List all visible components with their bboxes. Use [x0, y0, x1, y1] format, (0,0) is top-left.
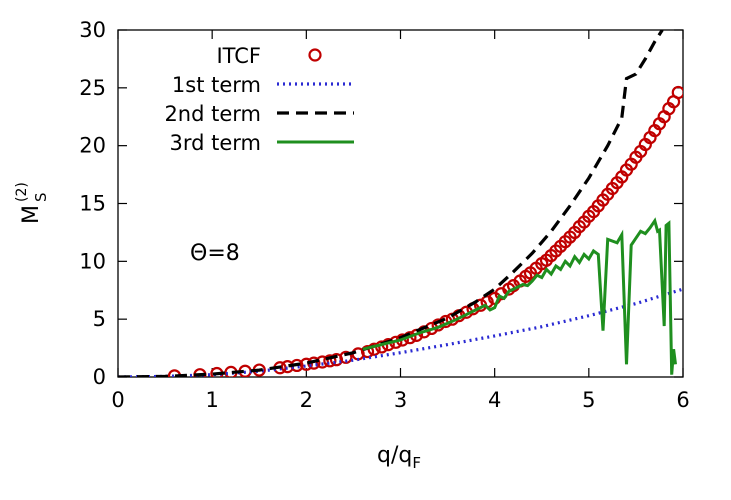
x-tick-label: 2	[300, 388, 313, 412]
data-point-itcf	[671, 85, 683, 100]
legend-label: 2nd term	[164, 102, 261, 126]
x-tick-label: 3	[394, 388, 407, 412]
y-tick-label: 25	[79, 76, 106, 100]
axis-ticks: 0 1 2 3 4 5 6 0 5 10 15 20 25 30	[79, 18, 689, 412]
y-tick-label: 15	[79, 192, 106, 216]
x-tick-label: 6	[676, 388, 689, 412]
legend-marker-itcf	[308, 48, 322, 62]
y-tick-label: 30	[79, 18, 106, 42]
plot-area	[118, 30, 683, 377]
x-tick-label: 1	[205, 388, 218, 412]
svg-text:M: M	[19, 205, 44, 224]
data-point-itcf	[299, 357, 313, 371]
data-point-itcf	[323, 354, 337, 368]
y-tick-label: 20	[79, 134, 106, 158]
series-line-3rd-term	[362, 217, 677, 375]
y-tick-label: 0	[93, 365, 106, 389]
series-line-2nd-term	[118, 30, 664, 377]
legend-label: 1st term	[172, 73, 261, 97]
data-point-itcf	[339, 350, 353, 364]
x-tick-label: 5	[582, 388, 595, 412]
legend-label: 3rd term	[169, 131, 261, 155]
y-tick-label: 5	[93, 307, 106, 331]
x-tick-label: 0	[111, 388, 124, 412]
annotation-theta: Θ=8	[190, 241, 240, 266]
x-tick-label: 4	[488, 388, 501, 412]
svg-text:(2): (2)	[14, 182, 30, 202]
x-axis-label: q/qF	[377, 443, 421, 472]
svg-text:S: S	[32, 192, 50, 202]
y-tick-label: 10	[79, 249, 106, 273]
legend-label: ITCF	[216, 44, 261, 68]
legend: ITCF 1st term 2nd term 3rd term	[164, 44, 354, 155]
series-line-1st-term	[118, 287, 683, 377]
data-point-itcf	[360, 344, 375, 359]
y-axis-label: M (2) S	[14, 182, 50, 224]
